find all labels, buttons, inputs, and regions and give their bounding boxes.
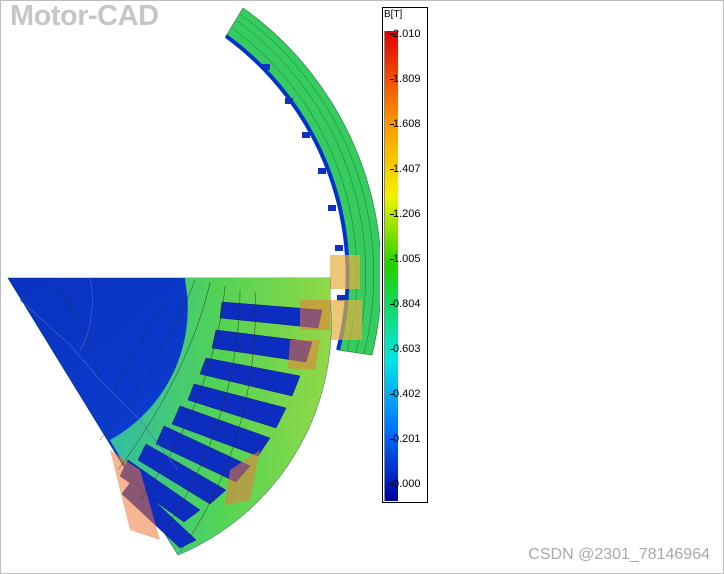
saturation-zones <box>110 300 330 540</box>
legend-tick-label: 1.206 <box>390 208 421 220</box>
legend-tick-label: 0.402 <box>390 388 421 400</box>
legend-color-bar <box>384 31 398 501</box>
upper-band-hot-teeth <box>328 255 362 340</box>
legend-tick-label: 1.608 <box>390 118 421 130</box>
rotor-boundary-lines <box>19 277 179 471</box>
app-title: Motor-CAD <box>10 0 159 32</box>
watermark: CSDN @2301_78146964 <box>528 546 710 563</box>
legend-tick-label: 0.603 <box>390 343 421 355</box>
legend-tick-label: 0.000 <box>390 478 421 490</box>
legend-tick-label: 0.201 <box>390 433 421 445</box>
legend-tick-label: 1.809 <box>390 73 421 85</box>
flux-density-plot <box>7 7 380 556</box>
field-lines <box>59 279 256 553</box>
legend-unit-label: B[T] <box>384 9 403 20</box>
upper-band-slots <box>262 64 345 301</box>
legend-tick-label: 1.407 <box>390 163 421 175</box>
color-legend: B[T] 2.010 1.809 1.608 1.407 1.206 1.005 0.804… <box>382 7 428 503</box>
legend-tick-label: 2.010 <box>390 28 421 40</box>
legend-tick-label: 0.804 <box>390 298 421 310</box>
legend-tick-label: 1.005 <box>390 253 421 265</box>
